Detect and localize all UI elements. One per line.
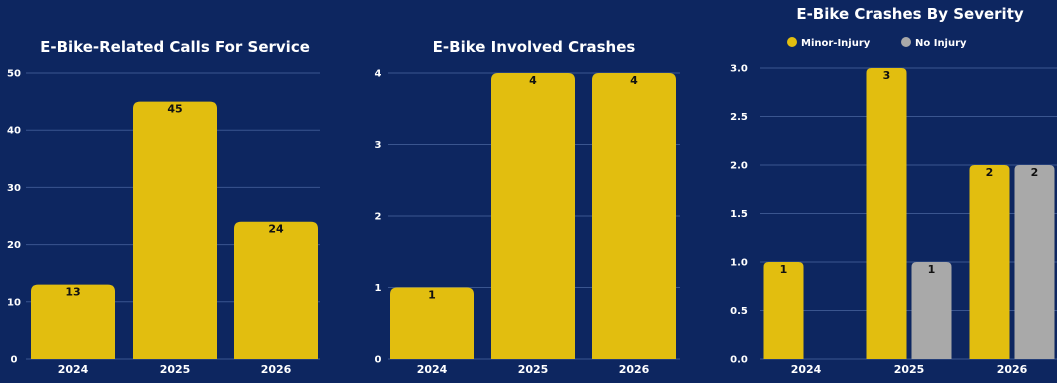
x-tick-label: 2025: [160, 363, 191, 376]
data-label: 3: [883, 69, 891, 82]
x-tick-label: 2025: [894, 363, 925, 376]
y-tick-label: 2: [375, 212, 382, 223]
x-tick-label: 2024: [417, 363, 448, 376]
data-label: 2: [986, 166, 994, 179]
legend-marker: [787, 37, 797, 47]
bar: [911, 262, 952, 359]
bar: [133, 101, 217, 359]
chart-3: E-Bike Crashes By Severity 0.0 0.5 1.0 1.5 2.…: [730, 5, 1057, 376]
y-tick-label: 30: [7, 183, 21, 194]
data-label: 13: [65, 286, 80, 299]
data-label: 2: [1031, 166, 1039, 179]
y-tick-label: 20: [7, 240, 21, 251]
y-tick-label: 0: [11, 355, 18, 366]
bar: [491, 73, 575, 359]
y-tick-label: 1: [375, 283, 382, 294]
y-tick-label: 0.0: [730, 355, 748, 366]
x-tick-label: 2025: [518, 363, 549, 376]
legend-label: No Injury: [915, 38, 967, 49]
bar: [763, 262, 804, 359]
y-tick-label: 1.5: [730, 209, 748, 220]
y-tick-label: 0.5: [730, 306, 748, 317]
x-tick-label: 2024: [58, 363, 89, 376]
y-tick-label: 0: [375, 355, 382, 366]
y-tick-label: 1.0: [730, 258, 748, 269]
legend-label: Minor-Injury: [801, 38, 871, 49]
bar: [1014, 165, 1055, 359]
y-tick-label: 2.5: [730, 112, 748, 123]
bar: [592, 73, 676, 359]
x-tick-label: 2026: [997, 363, 1028, 376]
y-tick-label: 3: [375, 140, 382, 151]
data-label: 24: [268, 223, 284, 236]
x-tick-label: 2024: [791, 363, 822, 376]
bar: [969, 165, 1010, 359]
data-label: 4: [630, 74, 638, 87]
data-label: 1: [928, 263, 936, 276]
chart-title: E-Bike Involved Crashes: [433, 38, 636, 56]
chart-1: E-Bike-Related Calls For Service 0 10 20 30 4…: [7, 38, 320, 376]
x-tick-label: 2026: [619, 363, 650, 376]
data-label: 1: [428, 289, 436, 302]
bar: [234, 221, 318, 359]
y-tick-label: 2.0: [730, 161, 748, 172]
y-tick-label: 10: [7, 297, 21, 308]
chart-2: E-Bike Involved Crashes 0 1 2 3 4 2024 2025 2026…: [375, 38, 680, 376]
bar: [31, 284, 115, 359]
bar: [390, 287, 474, 359]
legend-marker: [901, 37, 911, 47]
y-tick-label: 4: [375, 69, 382, 80]
chart-title: E-Bike-Related Calls For Service: [40, 38, 310, 56]
data-label: 45: [167, 103, 182, 116]
data-label: 1: [780, 263, 788, 276]
y-tick-label: 50: [7, 69, 21, 80]
y-tick-label: 3.0: [730, 64, 748, 75]
data-label: 4: [529, 74, 537, 87]
y-tick-label: 40: [7, 126, 21, 137]
chart-title: E-Bike Crashes By Severity: [796, 5, 1024, 23]
x-tick-label: 2026: [261, 363, 292, 376]
bar: [866, 68, 907, 359]
